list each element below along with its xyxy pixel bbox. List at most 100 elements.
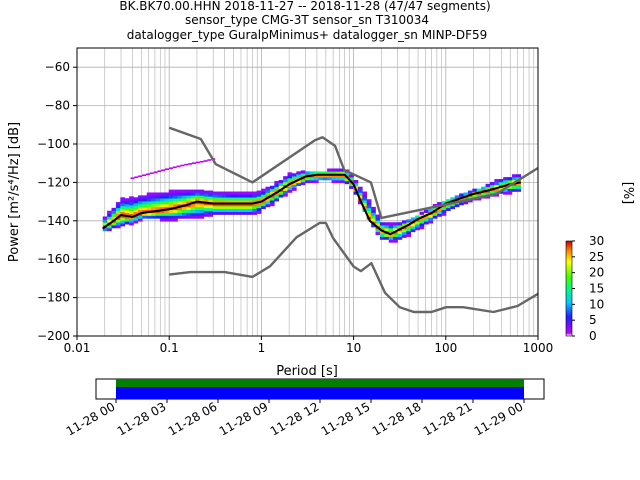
density-cell bbox=[401, 231, 407, 236]
density-cell bbox=[252, 205, 258, 210]
density-cell bbox=[190, 189, 196, 193]
density-cell bbox=[327, 168, 332, 172]
y-axis-ticks: −200 −180 −160 −140 −120 −100 −80 −60 bbox=[37, 60, 77, 343]
density-cell bbox=[362, 203, 368, 207]
colorbar-tick-label: 25 bbox=[589, 250, 604, 264]
density-cell bbox=[142, 198, 148, 202]
density-cell bbox=[393, 225, 398, 229]
density-cell bbox=[133, 211, 139, 215]
density-cell bbox=[173, 218, 178, 222]
density-cell bbox=[186, 209, 192, 213]
density-cell bbox=[261, 197, 266, 201]
density-cell bbox=[340, 171, 346, 175]
density-cell bbox=[124, 201, 130, 205]
density-cell bbox=[349, 177, 354, 181]
density-cell bbox=[190, 192, 196, 196]
density-cell bbox=[287, 175, 293, 179]
colorbar-gradient bbox=[565, 240, 573, 337]
density-cell bbox=[331, 177, 337, 181]
density-cell bbox=[195, 195, 200, 199]
density-cell bbox=[120, 203, 126, 207]
density-cell bbox=[199, 192, 205, 196]
density-cell bbox=[181, 201, 187, 205]
density-cell bbox=[335, 174, 341, 178]
density-cell bbox=[252, 200, 258, 204]
density-cell bbox=[102, 222, 108, 226]
density-cell bbox=[133, 205, 139, 210]
density-cell bbox=[366, 202, 372, 206]
density-cell bbox=[410, 217, 416, 221]
density-cell bbox=[195, 201, 200, 205]
density-cell bbox=[186, 212, 192, 216]
x-tick-label: 0.1 bbox=[160, 341, 179, 355]
density-cell bbox=[507, 177, 513, 181]
density-cell bbox=[212, 205, 218, 210]
density-cell bbox=[261, 191, 266, 195]
density-cell bbox=[256, 210, 262, 214]
density-cell bbox=[388, 222, 394, 226]
density-cell bbox=[291, 181, 297, 186]
density-cell bbox=[423, 212, 429, 216]
density-cell bbox=[164, 195, 170, 199]
density-cell bbox=[357, 195, 363, 199]
density-cell bbox=[494, 179, 500, 183]
density-cell bbox=[252, 211, 258, 215]
density-cell bbox=[124, 198, 130, 202]
density-cell bbox=[181, 198, 187, 202]
density-cell bbox=[142, 195, 148, 199]
density-cell bbox=[516, 188, 522, 192]
density-cell bbox=[107, 225, 112, 229]
density-cell bbox=[173, 189, 178, 193]
density-cell bbox=[419, 226, 425, 230]
density-cell bbox=[300, 181, 306, 186]
density-cell bbox=[239, 208, 244, 212]
density-cell bbox=[357, 192, 363, 196]
density-cell bbox=[445, 204, 451, 209]
density-cell bbox=[269, 191, 275, 195]
density-cell bbox=[177, 192, 183, 196]
density-cell bbox=[177, 209, 183, 213]
density-cell bbox=[107, 228, 112, 232]
density-cell bbox=[432, 212, 438, 216]
density-cell bbox=[384, 225, 390, 229]
density-cell bbox=[331, 180, 337, 184]
density-cell bbox=[441, 209, 447, 213]
density-cell bbox=[225, 203, 231, 207]
density-cell bbox=[159, 209, 165, 213]
density-cell bbox=[212, 211, 218, 215]
density-cell bbox=[164, 218, 170, 222]
y-tick-label: −180 bbox=[37, 291, 70, 305]
density-cell bbox=[498, 187, 504, 191]
density-cell bbox=[120, 220, 126, 224]
density-cell bbox=[256, 204, 262, 209]
density-cell bbox=[203, 213, 209, 217]
density-cell bbox=[401, 223, 407, 227]
density-cell bbox=[164, 209, 170, 213]
density-cell bbox=[287, 172, 293, 176]
density-cell bbox=[371, 206, 376, 211]
density-cell bbox=[168, 201, 174, 205]
density-cell bbox=[278, 191, 284, 195]
density-cell bbox=[349, 185, 354, 189]
density-cell bbox=[437, 213, 442, 217]
x-tick-label: 1 bbox=[258, 341, 266, 355]
density-cell bbox=[401, 234, 407, 238]
density-cell bbox=[208, 204, 214, 209]
density-cell bbox=[459, 202, 464, 206]
density-cell bbox=[498, 181, 504, 186]
density-cell bbox=[129, 207, 134, 212]
density-cell bbox=[366, 213, 372, 217]
density-cell bbox=[379, 222, 385, 226]
density-cell bbox=[331, 174, 337, 178]
density-cell bbox=[256, 207, 262, 212]
density-cell bbox=[234, 211, 240, 215]
density-cell bbox=[371, 212, 376, 216]
density-cell bbox=[256, 196, 262, 200]
density-cell bbox=[120, 197, 126, 201]
density-cell bbox=[137, 204, 143, 208]
density-cell bbox=[397, 233, 403, 237]
density-cell bbox=[287, 189, 293, 193]
density-cell bbox=[415, 227, 420, 231]
density-cell bbox=[511, 185, 517, 189]
density-cell bbox=[313, 180, 319, 184]
